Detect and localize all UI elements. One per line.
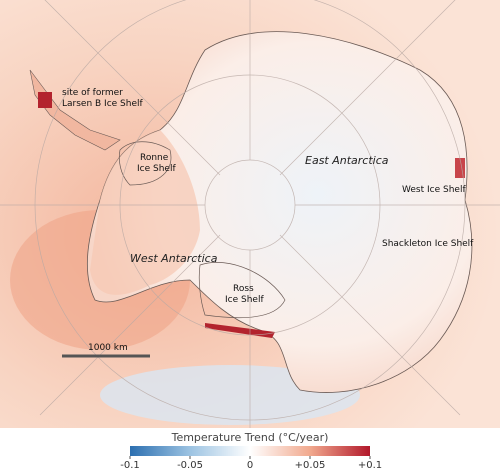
colorbar-tick-label: 0	[247, 460, 253, 470]
map-label: Ice Shelf	[225, 295, 264, 305]
colorbar-tick-label: -0.1	[120, 460, 140, 470]
west-warming	[455, 158, 465, 178]
graticule	[0, 0, 500, 428]
map-label: Shackleton Ice Shelf	[382, 239, 474, 249]
map-label: Larsen B Ice Shelf	[62, 99, 144, 109]
colorbar: Temperature Trend (°C/year) -0.1 -0.05 0 +0…	[120, 431, 382, 470]
colorbar-gradient	[130, 446, 370, 456]
map-label: site of former	[62, 88, 123, 98]
colorbar-tick-label: +0.05	[295, 460, 326, 470]
scale-bar-label: 1000 km	[88, 343, 128, 353]
map-label: Ice Shelf	[137, 164, 176, 174]
ross-outline	[198, 262, 286, 319]
map-label: East Antarctica	[305, 154, 389, 167]
larsen-b	[38, 92, 52, 108]
colorbar-title: Temperature Trend (°C/year)	[171, 431, 329, 444]
map-label: West Antarctica	[130, 252, 218, 265]
ross-warming	[205, 323, 275, 338]
west-antarctica	[90, 130, 200, 295]
map: site of former Larsen B Ice Shelf Ronne …	[0, 0, 500, 428]
ronne-outline	[118, 141, 172, 186]
map-label: Ross	[233, 284, 254, 294]
colorbar-tick-label: +0.1	[358, 460, 382, 470]
colorbar-tick-label: -0.05	[177, 460, 203, 470]
map-label: Ronne	[140, 153, 169, 163]
map-label: West Ice Shelf	[402, 185, 466, 195]
